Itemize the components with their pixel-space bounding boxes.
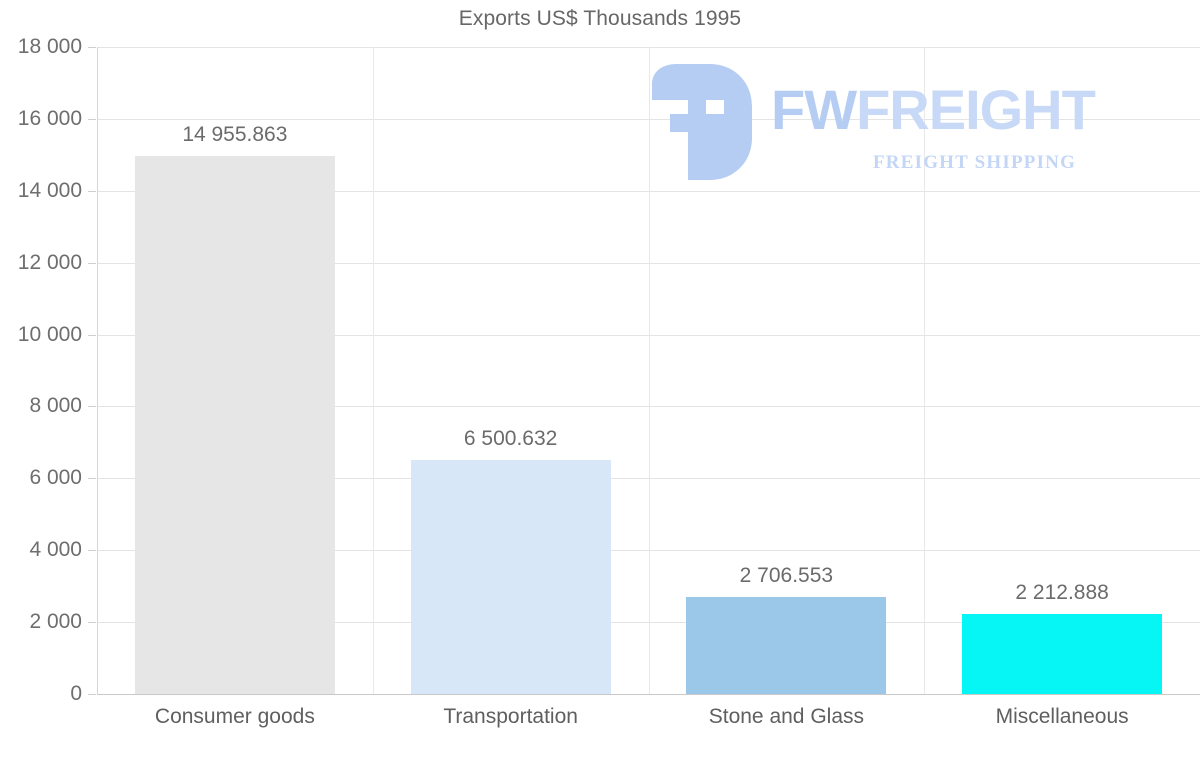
x-axis-tick-label: Miscellaneous — [995, 705, 1129, 728]
bar-value-label: 6 500.632 — [463, 427, 558, 451]
y-axis-tick-mark — [88, 550, 96, 552]
gridline-horizontal — [97, 190, 1200, 192]
x-axis-line — [97, 694, 1200, 695]
y-axis-line — [97, 47, 98, 695]
gridline-horizontal — [97, 550, 1200, 552]
y-axis-tick-label: 10 000 — [17, 322, 82, 346]
gridline-horizontal — [97, 622, 1200, 624]
gridline-horizontal — [97, 118, 1200, 120]
y-axis-tick-mark — [88, 478, 96, 480]
y-axis-tick-label: 0 — [70, 682, 82, 705]
x-axis-tick-label: Stone and Glass — [708, 705, 864, 728]
chart-title: Exports US$ Thousands 1995 — [458, 7, 742, 30]
x-axis-tick-label: Transportation — [443, 705, 578, 728]
bar[interactable] — [134, 156, 335, 694]
y-axis-tick-label: 14 000 — [17, 178, 82, 202]
gridline-horizontal — [97, 47, 1200, 48]
gridline-vertical — [373, 47, 374, 694]
gridline-horizontal — [97, 478, 1200, 480]
y-axis-tick-label: 2 000 — [29, 610, 82, 634]
y-axis-tick-mark — [88, 622, 96, 624]
x-axis-tick-label: Consumer goods — [154, 705, 315, 728]
y-axis-tick-label: 12 000 — [17, 250, 82, 274]
bar[interactable] — [686, 596, 887, 694]
y-axis-tick-mark — [88, 47, 96, 48]
gridline-horizontal — [97, 406, 1200, 408]
y-axis-tick-mark — [88, 262, 96, 264]
y-axis-tick-mark — [88, 406, 96, 408]
y-axis-tick-label: 4 000 — [29, 538, 82, 562]
y-axis-tick-label: 8 000 — [29, 394, 82, 418]
bar-value-label: 2 706.553 — [739, 563, 834, 587]
gridline-vertical — [649, 47, 650, 694]
plot-area: 14 955.863 6 500.632 2 706.553 2 212.888 — [97, 47, 1200, 695]
y-axis-tick-label: 18 000 — [17, 35, 82, 58]
y-axis-tick-mark — [88, 190, 96, 192]
y-axis-tick-label: 16 000 — [17, 106, 82, 130]
y-axis-tick-mark — [88, 694, 96, 695]
gridline-horizontal — [97, 262, 1200, 264]
y-axis-tick-mark — [88, 118, 96, 120]
bar[interactable] — [962, 614, 1163, 694]
y-axis-tick-mark — [88, 334, 96, 336]
gridline-vertical — [924, 47, 925, 694]
gridline-horizontal — [97, 334, 1200, 336]
y-axis-tick-label: 6 000 — [29, 466, 82, 490]
bar-value-label: 14 955.863 — [182, 123, 288, 147]
bar[interactable] — [410, 460, 611, 694]
bar-value-label: 2 212.888 — [1015, 581, 1109, 605]
